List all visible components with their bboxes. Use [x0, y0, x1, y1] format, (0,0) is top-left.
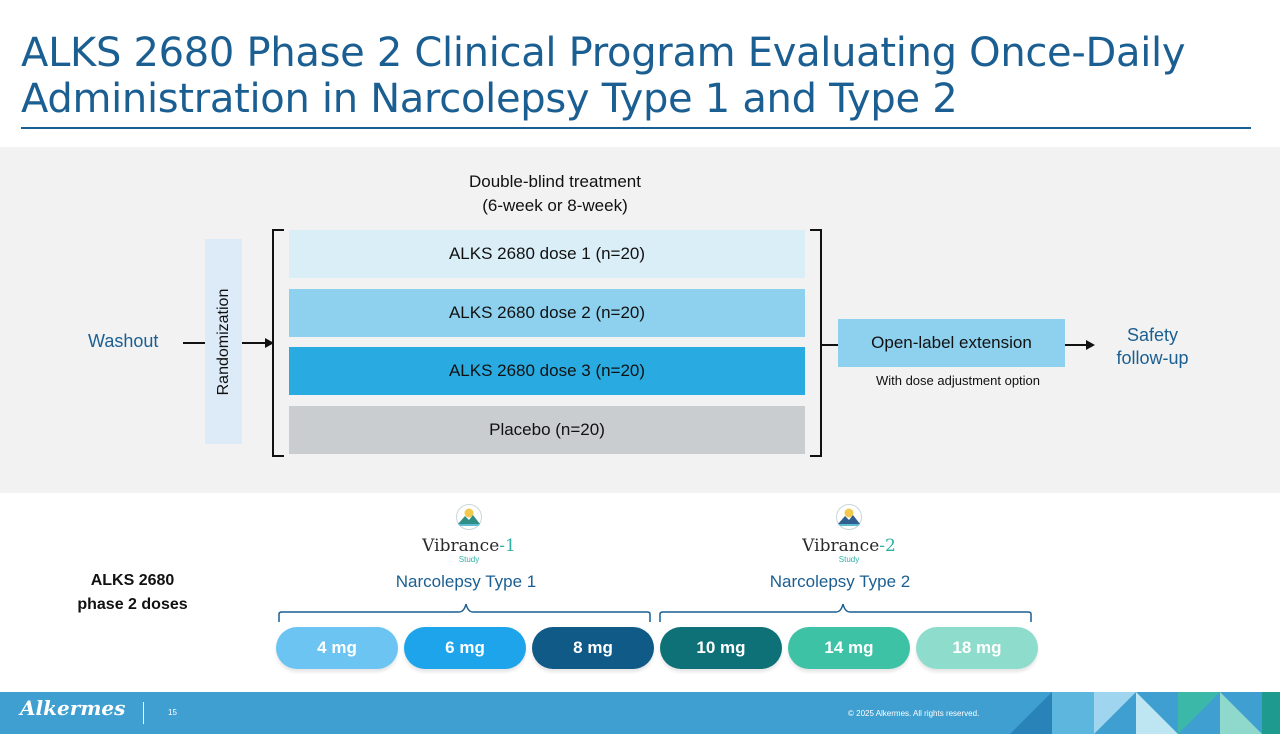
vibrance-2-logo: Vibrance-2 Study	[789, 504, 909, 564]
treatment-title: Double-blind treatment	[469, 172, 641, 191]
open-label-extension-box: Open-label extension	[838, 319, 1065, 367]
treatment-arm: Placebo (n=20)	[289, 406, 805, 454]
randomization-box: Randomization	[205, 239, 242, 444]
narcolepsy-type-1-label: Narcolepsy Type 1	[395, 572, 537, 591]
dose-group-braces	[278, 603, 1032, 622]
safety-connector	[1065, 344, 1087, 346]
dose-pill: 4 mg	[276, 627, 398, 669]
slide-title: ALKS 2680 Phase 2 Clinical Program Evalu…	[21, 30, 1186, 122]
treatment-arm: ALKS 2680 dose 3 (n=20)	[289, 347, 805, 395]
randomization-label: Randomization	[214, 288, 232, 395]
left-bracket	[272, 229, 284, 457]
washout-connector	[183, 342, 205, 344]
mountain-sun-icon	[456, 504, 482, 530]
dose-pill: 6 mg	[404, 627, 526, 669]
arrow-right-icon	[265, 338, 274, 348]
treatment-header: Double-blind treatment (6-week or 8-week…	[440, 170, 670, 218]
open-label-note: With dose adjustment option	[875, 373, 1041, 388]
right-bracket	[810, 229, 822, 457]
alkermes-logo: Alkermes	[20, 696, 126, 720]
extension-connector	[820, 344, 838, 346]
vibrance-1-logo: Vibrance-1 Study	[409, 504, 529, 564]
dose-pill: 8 mg	[532, 627, 654, 669]
phase-2-doses-label: ALKS 2680 phase 2 doses	[77, 572, 188, 613]
treatment-arm: ALKS 2680 dose 2 (n=20)	[289, 289, 805, 337]
type-1-brace	[278, 603, 651, 622]
arrow-right-icon	[1086, 340, 1095, 350]
dose-pill: 14 mg	[788, 627, 910, 669]
treatment-arm: ALKS 2680 dose 1 (n=20)	[289, 230, 805, 278]
page-number: 15	[168, 708, 177, 717]
type-2-brace	[659, 603, 1032, 622]
washout-label: Washout	[88, 331, 159, 351]
treatment-duration: (6-week or 8-week)	[482, 196, 628, 215]
narcolepsy-type-2-label: Narcolepsy Type 2	[769, 572, 911, 591]
copyright-text: © 2025 Alkermes. All rights reserved.	[848, 709, 980, 718]
dose-pill: 18 mg	[916, 627, 1038, 669]
safety-follow-up-label: Safety follow-up	[1116, 325, 1189, 368]
bottom-margin	[0, 734, 1280, 747]
title-divider	[21, 127, 1251, 129]
footer-bar: Alkermes 15 © 2025 Alkermes. All rights …	[0, 692, 1280, 734]
mountain-sun-icon	[836, 504, 862, 530]
footer-divider	[143, 702, 144, 724]
randomization-connector	[242, 342, 266, 344]
footer-decoration	[1010, 692, 1280, 734]
dose-pill: 10 mg	[660, 627, 782, 669]
